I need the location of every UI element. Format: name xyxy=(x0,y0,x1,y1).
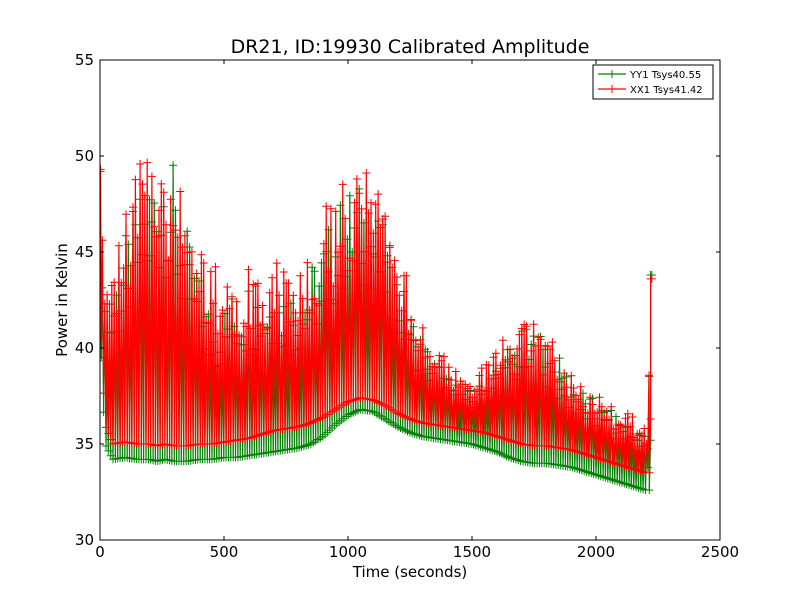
x-tick-label: 500 xyxy=(210,543,239,561)
axes-frame xyxy=(99,59,721,541)
x-tick-label: 2500 xyxy=(701,543,739,561)
ticks: 0 500 1000 1500 2000 2500 30 35 40 45 50 55 xyxy=(75,51,739,561)
series-1 xyxy=(100,158,656,477)
x-tick-label: 0 xyxy=(95,543,105,561)
y-tick-label: 40 xyxy=(75,339,94,357)
y-tick-label: 35 xyxy=(75,435,94,453)
y-tick-label: 50 xyxy=(75,147,94,165)
legend-marker xyxy=(608,70,616,78)
plot-area xyxy=(100,158,656,495)
series-line xyxy=(100,162,652,473)
legend-box xyxy=(592,64,714,100)
legend-label: XX1 Tsys41.42 xyxy=(630,85,703,96)
y-tick-label: 55 xyxy=(75,51,94,69)
series-markers xyxy=(100,158,656,477)
x-tick-label: 2000 xyxy=(577,543,615,561)
legend: YY1 Tsys40.55 XX1 Tsys41.42 xyxy=(592,64,714,100)
y-tick-label: 45 xyxy=(75,243,94,261)
x-tick-label: 1500 xyxy=(453,543,491,561)
legend-label: YY1 Tsys40.55 xyxy=(629,70,701,81)
x-tick-label: 1000 xyxy=(329,543,367,561)
y-axis-label: Power in Kelvin xyxy=(53,243,71,357)
x-axis-label: Time (seconds) xyxy=(352,563,468,581)
chart-title: DR21, ID:19930 Calibrated Amplitude xyxy=(231,36,590,58)
y-tick-label: 30 xyxy=(75,531,94,549)
legend-marker xyxy=(608,85,616,93)
